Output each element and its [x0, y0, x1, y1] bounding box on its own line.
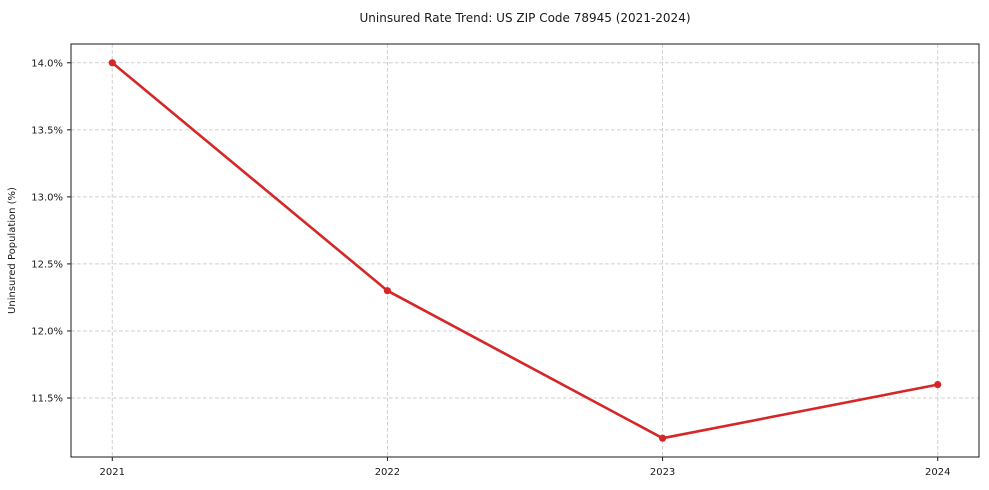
chart-title: Uninsured Rate Trend: US ZIP Code 78945 … — [359, 11, 690, 25]
y-tick-label: 14.0% — [31, 58, 63, 69]
y-tick-label: 12.5% — [31, 259, 63, 270]
plot-border — [70, 43, 980, 458]
y-axis-label: Uninsured Population (%) — [7, 187, 18, 314]
x-tick-label: 2021 — [100, 467, 125, 478]
data-point — [659, 434, 667, 442]
gridlines — [71, 44, 979, 457]
x-tick-label: 2024 — [925, 467, 950, 478]
trend-line — [111, 61, 939, 440]
y-tick-label: 12.0% — [31, 326, 63, 337]
data-point — [934, 381, 942, 389]
data-point — [108, 59, 116, 67]
axes: 11.5% 12.0% 12.5% 13.0% 13.5% 14.0% 2021 2022 20… — [7, 11, 980, 478]
data-series — [108, 59, 942, 442]
data-point — [383, 287, 391, 295]
x-tick-label: 2023 — [650, 467, 675, 478]
y-tick-label: 13.0% — [31, 192, 63, 203]
x-tick-label: 2022 — [375, 467, 400, 478]
y-tick-label: 11.5% — [31, 394, 63, 405]
y-tick-label: 13.5% — [31, 125, 63, 136]
